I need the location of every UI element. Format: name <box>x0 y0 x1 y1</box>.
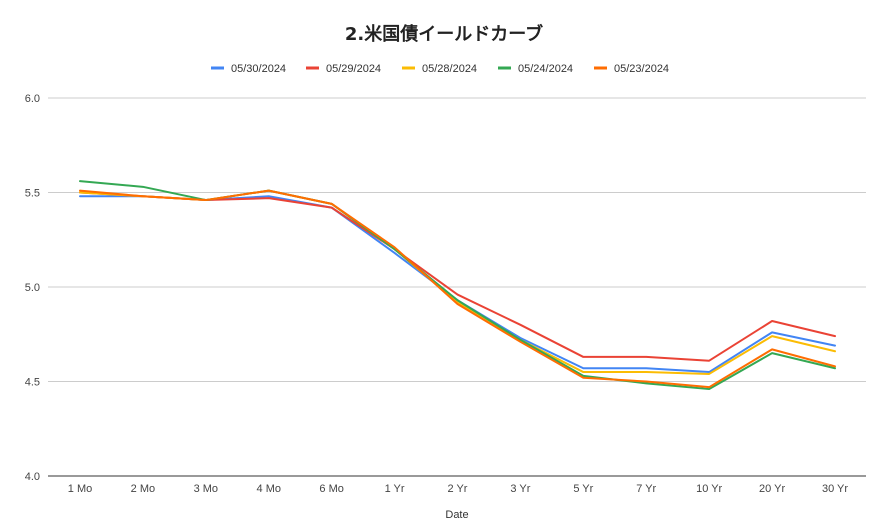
y-tick-label: 4.5 <box>25 377 40 389</box>
x-tick-label: 7 Yr <box>636 483 656 495</box>
series-line-05-23-2024 <box>79 189 836 389</box>
legend-label: 05/30/2024 <box>231 63 286 75</box>
y-tick-label: 5.5 <box>25 188 40 200</box>
y-tick-label: 4.0 <box>25 471 40 483</box>
x-tick-label: 3 Mo <box>194 483 218 495</box>
series-lines <box>79 180 836 391</box>
y-tick-label: 5.0 <box>25 282 40 294</box>
legend-item[interactable]: 05/24/2024 <box>498 63 573 75</box>
x-tick-label: 6 Mo <box>319 483 343 495</box>
series-line-05-24-2024 <box>79 180 836 391</box>
legend-label: 05/24/2024 <box>518 63 573 75</box>
x-tick-label: 2 Mo <box>131 483 155 495</box>
series-line-05-29-2024 <box>79 191 836 362</box>
legend-label: 05/28/2024 <box>422 63 477 75</box>
legend-label: 05/29/2024 <box>326 63 381 75</box>
chart-legend: 05/30/2024 05/29/2024 05/28/2024 05/24/2024… <box>211 63 669 75</box>
y-tick-label: 6.0 <box>25 93 40 105</box>
x-tick-label: 20 Yr <box>759 483 785 495</box>
legend-item[interactable]: 05/23/2024 <box>594 63 669 75</box>
y-axis-tick-labels: 6.0 5.5 5.0 4.5 4.0 <box>25 93 40 483</box>
x-axis-label: Date <box>445 509 468 521</box>
x-tick-label: 5 Yr <box>573 483 593 495</box>
chart-gridlines <box>48 97 866 477</box>
series-line-05-30-2024 <box>79 195 836 374</box>
chart-title: 2.米国債イールドカーブ <box>345 23 543 45</box>
x-tick-label: 4 Mo <box>257 483 281 495</box>
x-axis-tick-labels: 1 Mo 2 Mo 3 Mo 4 Mo 6 Mo 1 Yr 2 Yr 3 Yr 5 Yr 7 Yr… <box>68 483 849 495</box>
series-line-05-28-2024 <box>79 189 836 375</box>
x-tick-label: 3 Yr <box>510 483 530 495</box>
legend-label: 05/23/2024 <box>614 63 669 75</box>
legend-item[interactable]: 05/30/2024 <box>211 63 286 75</box>
x-tick-label: 30 Yr <box>822 483 848 495</box>
legend-item[interactable]: 05/29/2024 <box>306 63 381 75</box>
x-tick-label: 1 Mo <box>68 483 92 495</box>
x-tick-label: 1 Yr <box>385 483 405 495</box>
legend-item[interactable]: 05/28/2024 <box>402 63 477 75</box>
x-tick-label: 10 Yr <box>696 483 722 495</box>
x-tick-label: 2 Yr <box>448 483 468 495</box>
